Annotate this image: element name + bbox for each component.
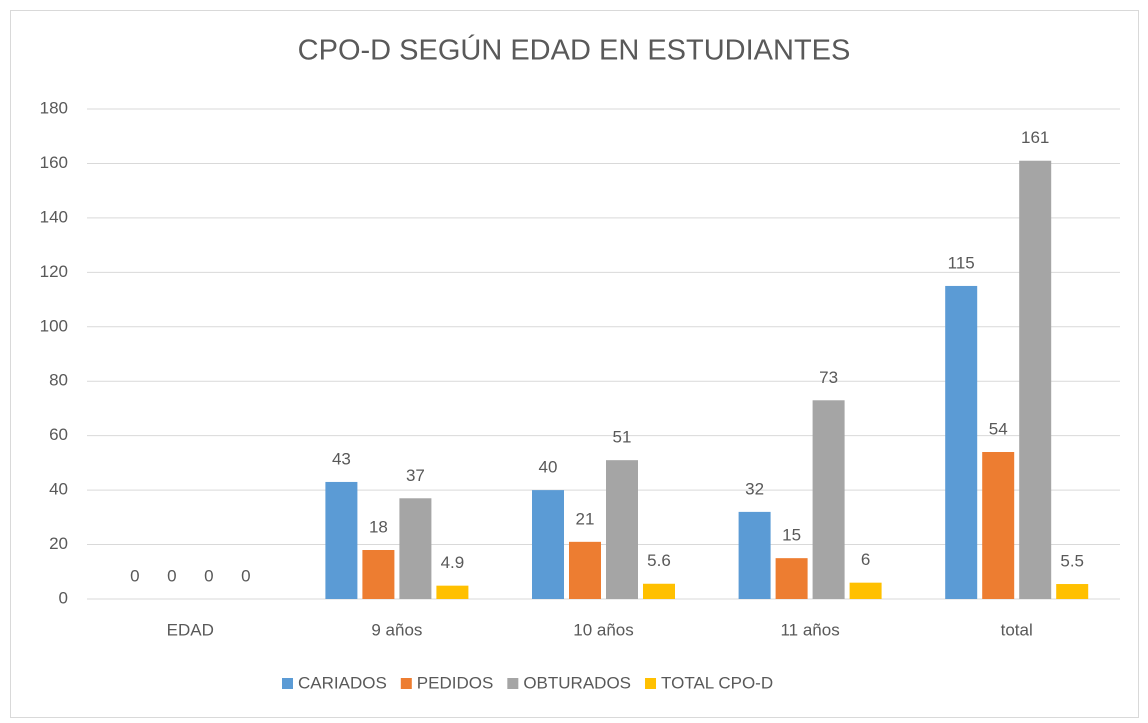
x-tick-label: 11 años bbox=[780, 620, 839, 639]
data-label: 0 bbox=[204, 566, 213, 585]
bar bbox=[362, 550, 395, 599]
y-tick-label: 160 bbox=[40, 153, 68, 172]
y-tick-label: 180 bbox=[40, 98, 68, 117]
data-label: 4.9 bbox=[441, 553, 465, 572]
data-label: 51 bbox=[613, 428, 632, 447]
data-label: 37 bbox=[406, 466, 425, 485]
y-tick-label: 100 bbox=[40, 316, 68, 335]
bar bbox=[643, 583, 675, 599]
data-label: 0 bbox=[241, 566, 250, 585]
legend-swatch bbox=[645, 678, 657, 689]
bar bbox=[982, 452, 1015, 599]
data-label: 32 bbox=[745, 479, 764, 498]
legend-swatch bbox=[507, 678, 519, 689]
bar bbox=[532, 490, 564, 599]
bar bbox=[945, 285, 978, 599]
bar bbox=[325, 481, 358, 599]
bar bbox=[812, 400, 845, 599]
y-tick-label: 60 bbox=[49, 425, 68, 444]
data-label: 43 bbox=[332, 449, 351, 468]
x-tick-label: total bbox=[1001, 620, 1033, 639]
y-tick-label: 40 bbox=[49, 480, 68, 499]
chart-title: CPO-D SEGÚN EDAD EN ESTUDIANTES bbox=[298, 34, 851, 67]
x-tick-label: 10 años bbox=[573, 620, 634, 639]
data-label: 115 bbox=[948, 253, 975, 272]
bar bbox=[569, 541, 601, 599]
bar bbox=[606, 460, 638, 599]
x-tick-label: EDAD bbox=[167, 620, 214, 639]
bar bbox=[1056, 584, 1089, 599]
y-tick-label: 20 bbox=[49, 534, 68, 553]
legend-label: PEDIDOS bbox=[417, 673, 494, 692]
bar bbox=[775, 558, 808, 599]
x-tick-label: 9 años bbox=[371, 620, 422, 639]
data-label: 5.6 bbox=[647, 551, 671, 570]
legend-label: TOTAL CPO-D bbox=[661, 673, 773, 692]
data-label: 0 bbox=[130, 566, 139, 585]
bar bbox=[738, 511, 771, 599]
data-label: 5.5 bbox=[1060, 552, 1084, 571]
legend-label: CARIADOS bbox=[298, 673, 387, 692]
data-label: 161 bbox=[1021, 128, 1049, 147]
data-label: 21 bbox=[576, 509, 595, 528]
y-tick-label: 120 bbox=[40, 262, 68, 281]
data-label: 40 bbox=[539, 458, 558, 477]
y-tick-label: 140 bbox=[40, 207, 68, 226]
bar bbox=[399, 498, 432, 599]
data-label: 6 bbox=[861, 550, 870, 569]
data-label: 54 bbox=[989, 419, 1008, 438]
legend-swatch bbox=[282, 678, 293, 689]
data-label: 73 bbox=[819, 368, 838, 387]
data-label: 15 bbox=[782, 526, 801, 545]
y-tick-label: 80 bbox=[49, 371, 68, 390]
y-tick-label: 0 bbox=[59, 588, 68, 607]
legend-label: OBTURADOS bbox=[523, 673, 631, 692]
bar bbox=[436, 585, 469, 599]
data-label: 18 bbox=[369, 517, 388, 536]
legend-swatch bbox=[400, 678, 412, 689]
bar bbox=[1019, 160, 1052, 599]
data-label: 0 bbox=[167, 566, 176, 585]
bar bbox=[849, 582, 882, 599]
